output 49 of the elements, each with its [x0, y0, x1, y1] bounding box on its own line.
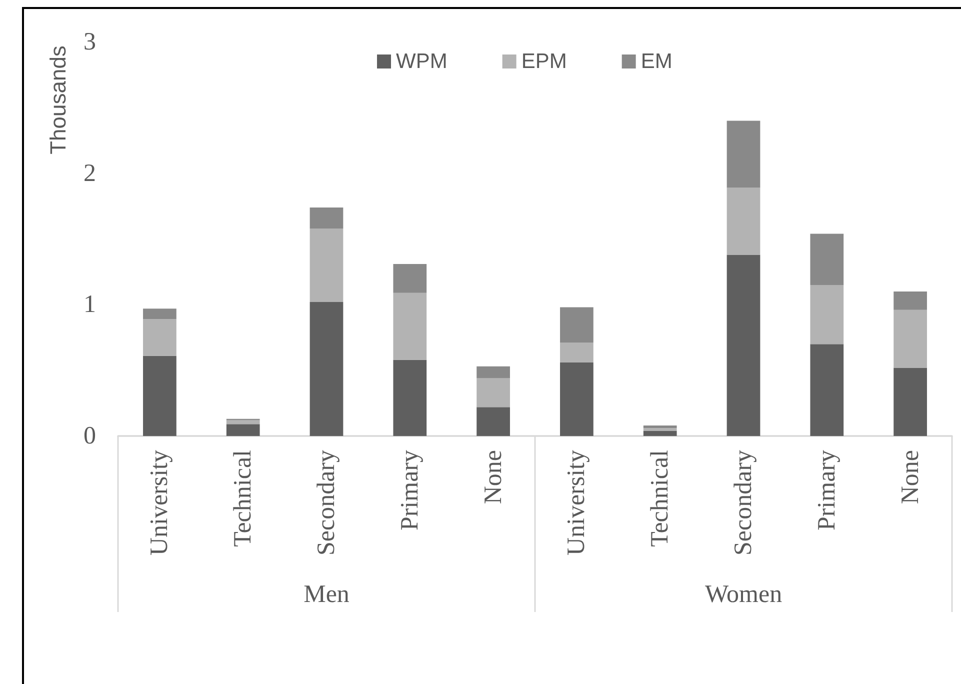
- x-tick-label: Secondary: [730, 450, 757, 556]
- y-tick-label: 0: [84, 422, 96, 450]
- bar: [810, 284, 844, 344]
- text: Women: [704, 581, 783, 608]
- bar: [310, 207, 344, 228]
- bar: [393, 292, 427, 360]
- bar: [143, 356, 176, 436]
- x-tick-label: Technical: [230, 450, 257, 547]
- x-tick-label: University: [146, 450, 174, 556]
- x-tick-label: Primary: [813, 450, 840, 531]
- bar: [643, 425, 677, 428]
- legend-label: WPM: [396, 50, 448, 73]
- y-tick-label: 3: [84, 28, 96, 56]
- bar: [894, 368, 927, 436]
- bar: [143, 308, 176, 320]
- bar: [393, 264, 427, 293]
- bar: [726, 120, 760, 188]
- y-axis-title: Thousands: [46, 46, 70, 154]
- bar: [393, 360, 427, 436]
- bar: [810, 344, 844, 436]
- bar: [310, 302, 344, 436]
- bar: [310, 228, 344, 302]
- bar: [143, 319, 176, 356]
- x-tick-label: Primary: [396, 450, 424, 531]
- bar: [726, 254, 760, 436]
- x-tick-label: University: [563, 450, 590, 556]
- bar: [560, 307, 594, 343]
- x-tick-label: Technical: [646, 450, 674, 547]
- bar: [560, 342, 594, 362]
- bar: [226, 420, 260, 424]
- bar: [476, 378, 510, 408]
- y-tick-label: 1: [84, 291, 96, 318]
- bar: [726, 188, 760, 255]
- y-tick-label: 2: [84, 160, 96, 187]
- bar: [810, 234, 844, 285]
- bar: [643, 428, 677, 431]
- legend-label: EPM: [521, 50, 567, 73]
- bar: [476, 366, 510, 378]
- bar: [643, 430, 677, 436]
- text: Men: [304, 581, 350, 608]
- bar: [476, 407, 510, 436]
- bar: [894, 292, 927, 310]
- x-tick-label: None: [896, 450, 924, 504]
- x-tick-label: None: [480, 450, 507, 504]
- bar: [560, 362, 594, 436]
- x-tick-label: Secondary: [313, 450, 340, 556]
- legend-label: EM: [640, 50, 672, 73]
- bar: [894, 310, 927, 368]
- bar: [226, 424, 260, 436]
